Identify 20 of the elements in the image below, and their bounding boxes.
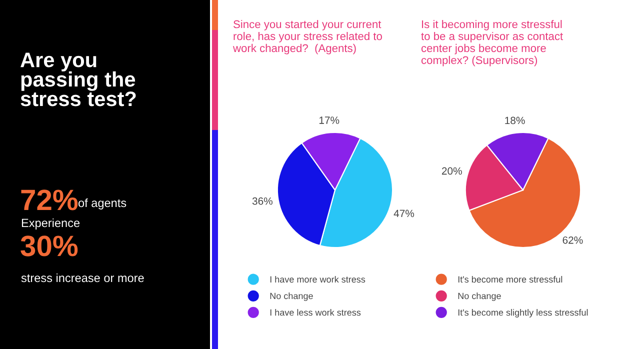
data-label: 18% — [505, 116, 525, 124]
chart-title: Since you started your current role, has your stress related to work changed? (Agents) — [232, 20, 382, 54]
legend-label: It's become slightly less stressful — [458, 309, 588, 318]
text: of agents — [78, 198, 126, 210]
data-label: 36% — [252, 197, 272, 205]
text: 72% — [21, 190, 78, 210]
legend-label: No change — [270, 292, 313, 301]
data-label: 62% — [562, 236, 583, 244]
legend-label: I have more work stress — [270, 276, 366, 283]
text: stress increase or more — [21, 273, 144, 282]
data-label: 17% — [319, 116, 340, 124]
data-label: 47% — [394, 210, 414, 218]
text: Are you passing the stress test? — [20, 52, 136, 106]
legend-label: No change — [458, 292, 501, 301]
text: 30% — [20, 236, 78, 256]
legend-label: It's become more stressful — [458, 276, 562, 283]
chart-title: Is it becoming more stressful to be a supervisor as contact center jobs become more complex? (Supervisors) — [421, 20, 563, 66]
data-label: 20% — [442, 167, 462, 175]
text: Experience — [22, 218, 80, 230]
legend-label: I have less work stress — [270, 309, 361, 316]
